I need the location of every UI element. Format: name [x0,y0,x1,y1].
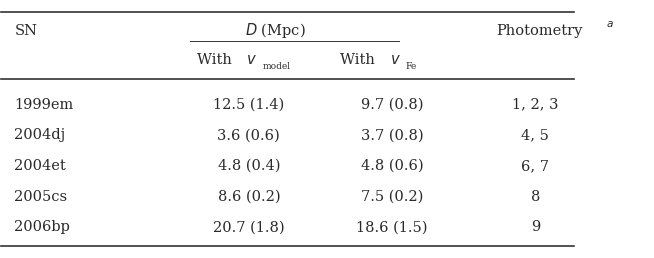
Text: 9.7 (0.8): 9.7 (0.8) [361,98,423,112]
Text: 2004et: 2004et [14,159,66,173]
Text: 8.6 (0.2): 8.6 (0.2) [218,190,280,204]
Text: 3.6 (0.6): 3.6 (0.6) [218,128,280,142]
Text: 1, 2, 3: 1, 2, 3 [512,98,559,112]
Text: 1999em: 1999em [14,98,74,112]
Text: 18.6 (1.5): 18.6 (1.5) [356,220,428,234]
Text: $D$ (Mpc): $D$ (Mpc) [245,21,305,40]
Text: 6, 7: 6, 7 [521,159,549,173]
Text: 3.7 (0.8): 3.7 (0.8) [361,128,423,142]
Text: Photometry: Photometry [496,24,583,38]
Text: 7.5 (0.2): 7.5 (0.2) [361,190,423,204]
Text: SN: SN [14,24,37,38]
Text: $v$: $v$ [247,53,257,67]
Text: 4.8 (0.4): 4.8 (0.4) [218,159,280,173]
Text: With: With [197,53,236,67]
Text: 2005cs: 2005cs [14,190,67,204]
Text: model: model [262,62,290,71]
Text: 4.8 (0.6): 4.8 (0.6) [361,159,423,173]
Text: 4, 5: 4, 5 [521,128,549,142]
Text: $a$: $a$ [606,19,613,29]
Text: 9: 9 [531,220,540,234]
Text: Fe: Fe [405,62,417,71]
Text: 2006bp: 2006bp [14,220,70,234]
Text: 2004dj: 2004dj [14,128,65,142]
Text: 20.7 (1.8): 20.7 (1.8) [213,220,284,234]
Text: With: With [340,53,379,67]
Text: $v$: $v$ [390,53,400,67]
Text: 8: 8 [530,190,540,204]
Text: 12.5 (1.4): 12.5 (1.4) [213,98,284,112]
